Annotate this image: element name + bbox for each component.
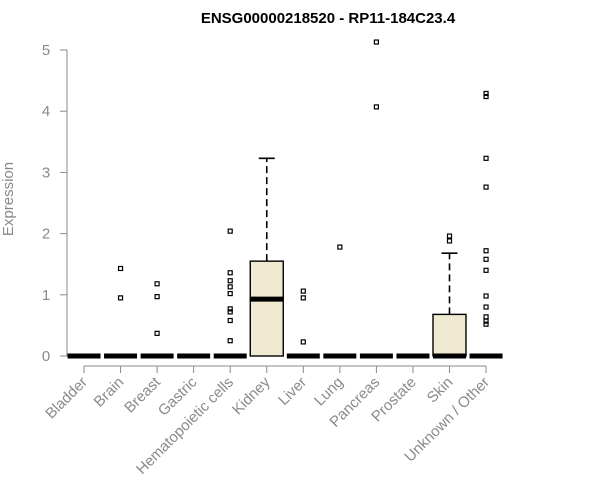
outlier-point xyxy=(373,104,379,110)
outlier-point xyxy=(227,290,233,297)
y-axis: 0 1 2 3 4 5 xyxy=(42,42,68,365)
outlier-point xyxy=(373,39,379,45)
outlier-point xyxy=(227,270,233,276)
y-tick-label: 4 xyxy=(42,103,50,120)
outlier-point xyxy=(483,256,489,262)
box-group xyxy=(213,228,247,359)
outlier-point xyxy=(483,314,489,320)
outlier-point xyxy=(483,321,489,327)
y-tick-label: 1 xyxy=(42,287,50,304)
box-group xyxy=(432,233,467,359)
outlier-point xyxy=(117,265,124,272)
outlier-point xyxy=(483,248,489,254)
y-tick-label: 0 xyxy=(42,348,50,365)
y-axis-label: Expression xyxy=(0,162,17,236)
x-tick-label: Bladder xyxy=(42,374,91,423)
outlier-point xyxy=(300,295,306,301)
outlier-point xyxy=(117,295,124,301)
iqr-box xyxy=(249,260,284,357)
y-tick-label: 5 xyxy=(42,42,50,59)
y-tick-label: 3 xyxy=(42,164,50,181)
y-tick-label: 2 xyxy=(42,226,50,243)
boxes-layer xyxy=(67,39,503,359)
outlier-point xyxy=(227,338,233,344)
outlier-point xyxy=(337,244,343,250)
outlier-point xyxy=(483,155,489,161)
box-group xyxy=(104,265,138,359)
outlier-point xyxy=(227,306,233,312)
outlier-point xyxy=(483,90,489,97)
outlier-point xyxy=(483,184,489,190)
outlier-point xyxy=(483,304,489,310)
box-group xyxy=(286,288,320,359)
iqr-box xyxy=(432,313,467,357)
box-group xyxy=(140,281,174,359)
outlier-point xyxy=(446,233,453,239)
x-tick-label: Skin xyxy=(424,374,457,407)
outlier-point xyxy=(154,330,160,336)
outlier-point xyxy=(227,284,233,290)
box-group xyxy=(359,39,393,359)
chart-title: ENSG00000218520 - RP11-184C23.4 xyxy=(201,10,456,27)
outlier-point xyxy=(227,309,233,315)
outlier-point xyxy=(154,281,160,287)
outlier-point xyxy=(483,93,489,100)
outlier-point xyxy=(300,288,306,294)
box-group xyxy=(249,157,284,357)
outlier-point xyxy=(227,278,233,284)
outlier-point xyxy=(154,294,160,300)
outlier-point xyxy=(300,339,306,345)
outlier-point xyxy=(227,317,233,324)
outlier-point xyxy=(483,293,489,299)
box-group xyxy=(323,244,357,359)
outlier-point xyxy=(446,238,453,244)
outlier-point xyxy=(483,267,489,273)
outlier-point xyxy=(227,228,233,234)
x-tick-label: Kidney xyxy=(229,373,274,418)
x-tick-label: Liver xyxy=(275,374,310,409)
box-group xyxy=(469,90,503,359)
